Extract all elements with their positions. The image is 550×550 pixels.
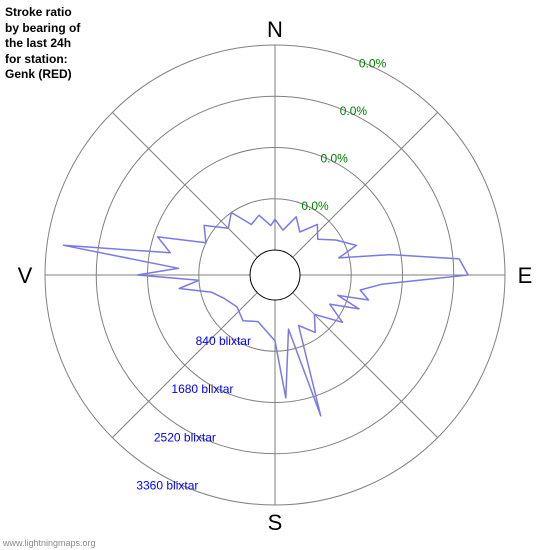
compass-n: N xyxy=(267,17,283,42)
ring-label-lower-3: 2520 blixtar xyxy=(154,430,216,444)
ring-label-upper-3: 0.0% xyxy=(340,104,368,118)
ring-label-lower-4: 3360 blixtar xyxy=(136,478,198,492)
center-circle xyxy=(250,250,300,300)
ring-label-upper-2: 0.0% xyxy=(321,151,349,165)
ring-label-lower-2: 1680 blixtar xyxy=(171,382,233,396)
stroke-ratio-path xyxy=(64,213,469,416)
compass-s: S xyxy=(268,510,283,535)
polar-chart: N E S V 0.0% 0.0% 0.0% 0.0% 840 blixtar 1680 blix… xyxy=(0,0,550,550)
compass-v: V xyxy=(18,263,33,288)
compass-e: E xyxy=(518,263,533,288)
ring-label-lower-1: 840 blixtar xyxy=(196,334,251,348)
ring-label-upper-1: 0.0% xyxy=(301,199,329,213)
ring-label-upper-4: 0.0% xyxy=(359,56,387,70)
